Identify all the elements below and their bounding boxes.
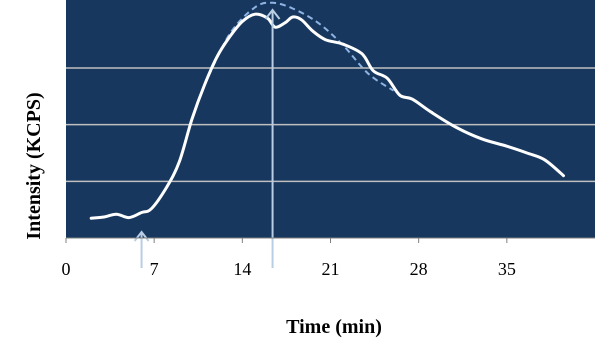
x-tick-label: 35	[498, 259, 516, 279]
envelope-curve	[203, 1, 395, 92]
x-tick-label: 7	[150, 259, 159, 279]
x-tick-label: 28	[410, 259, 428, 279]
plot-background	[66, 0, 595, 238]
x-axis-title: Time (min)	[286, 316, 382, 338]
x-tick-label: 0	[62, 259, 71, 279]
x-tick-label: 21	[322, 259, 340, 279]
x-tick-label: 14	[233, 259, 251, 279]
marker-arrow-head	[264, 8, 281, 20]
x-axis-ticks: 0 7 14 21 28 35	[62, 238, 516, 279]
series-line	[89, 12, 565, 220]
y-axis-title: Intensity (KCPS)	[23, 92, 45, 239]
gridlines	[66, 67, 595, 183]
